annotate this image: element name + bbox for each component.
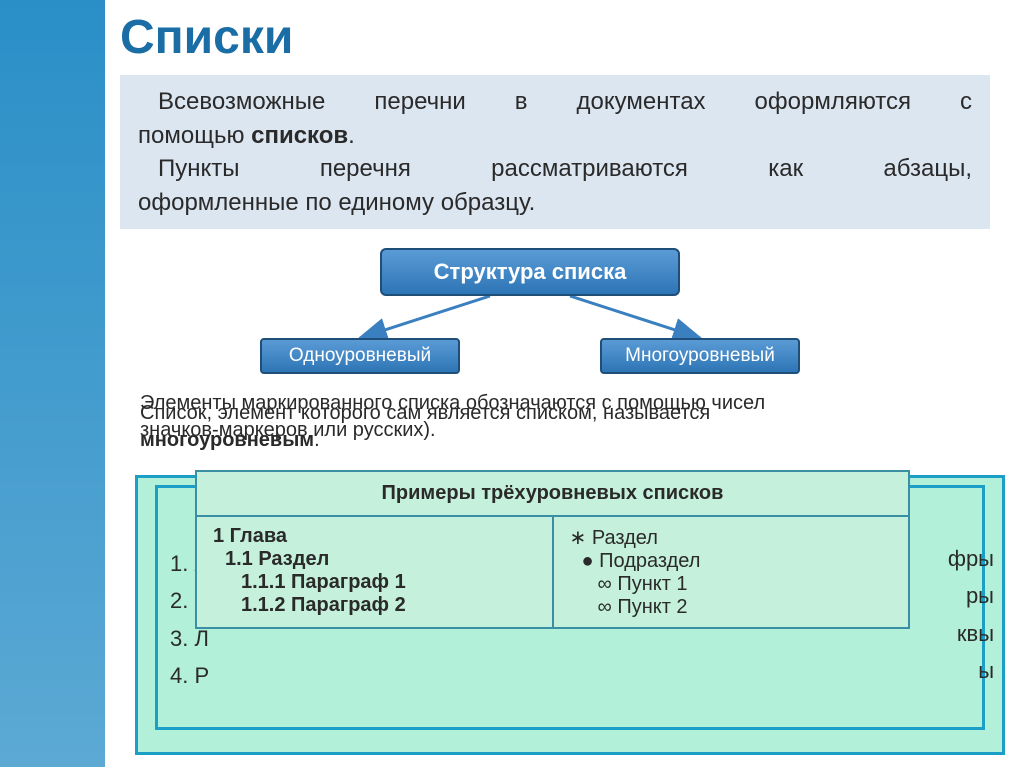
single-level-box: Одноуровневый — [260, 338, 460, 374]
desc-over-1: Список, элемент которого сам является сп… — [140, 400, 960, 427]
ex-right-3: ∞ Пункт 1 — [570, 573, 893, 596]
ex-right-1: ∗ Раздел — [570, 525, 893, 550]
bg-right-list: фры ры квы ы — [948, 540, 994, 690]
intro-prefix: помощью — [138, 122, 251, 149]
examples-left-cell: 1 Глава 1.1 Раздел 1.1.1 Параграф 1 1.1.… — [196, 516, 553, 628]
intro-box: Всевозможные перечни в документах оформл… — [120, 75, 990, 229]
intro-line-4: оформленные по единому образцу. — [138, 186, 972, 220]
examples-header: Примеры трёхуровневых списков — [196, 471, 909, 516]
ex-right-4: ∞ Пункт 2 — [570, 596, 893, 619]
bg-left-item: 4. Р — [170, 657, 209, 694]
multi-level-box: Многоуровневый — [600, 338, 800, 374]
ex-left-1: 1 Глава — [213, 525, 536, 548]
bg-right-item: квы — [948, 615, 994, 652]
intro-line-2: помощью списков. — [138, 119, 972, 153]
bg-right-item: ры — [948, 577, 994, 614]
ex-left-2: 1.1 Раздел — [213, 548, 536, 571]
ex-right-2: ● Подраздел — [570, 550, 893, 573]
ex-left-4: 1.1.2 Параграф 2 — [213, 594, 536, 617]
bg-right-item: ы — [948, 652, 994, 689]
desc-over-suffix: . — [314, 429, 320, 451]
desc-over-2: многоуровневым. — [140, 427, 960, 454]
examples-table: Примеры трёхуровневых списков 1 Глава 1.… — [195, 470, 910, 629]
ex-left-3: 1.1.1 Параграф 1 — [213, 571, 536, 594]
intro-line-1: Всевозможные перечни в документах оформл… — [138, 85, 972, 119]
bg-right-item: фры — [948, 540, 994, 577]
intro-bold: списков — [251, 122, 348, 149]
structure-header-box: Структура списка — [380, 248, 680, 296]
examples-right-cell: ∗ Раздел ● Подраздел ∞ Пункт 1 ∞ Пункт 2 — [553, 516, 910, 628]
left-sidebar — [0, 0, 105, 767]
intro-suffix: . — [348, 122, 355, 149]
desc-over-bold: многоуровневым — [140, 429, 314, 451]
description-layer-2: Список, элемент которого сам является сп… — [140, 400, 960, 454]
page-title: Списки — [120, 10, 293, 65]
intro-line-3: Пункты перечня рассматриваются как абзац… — [138, 152, 972, 186]
